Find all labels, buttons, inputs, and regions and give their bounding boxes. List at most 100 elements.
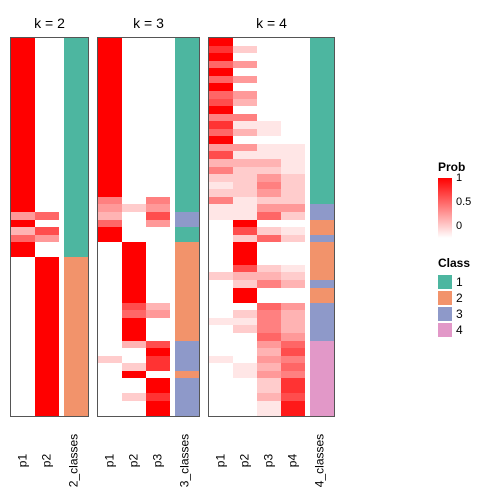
class-cell bbox=[175, 159, 199, 167]
heatmap-cell bbox=[122, 68, 146, 76]
class-cell bbox=[64, 144, 88, 152]
heatmap-cell bbox=[122, 197, 146, 205]
heatmap-cell bbox=[98, 242, 122, 250]
heatmap-cell bbox=[209, 401, 233, 409]
heatmap-cell bbox=[281, 257, 305, 265]
heatmap-cell bbox=[233, 212, 257, 220]
heatmap-cell bbox=[122, 46, 146, 54]
heatmap-cell bbox=[35, 325, 59, 333]
heatmap-cell bbox=[146, 129, 170, 137]
heatmap-cell bbox=[146, 378, 170, 386]
class-cell bbox=[175, 295, 199, 303]
heatmap-cell bbox=[35, 129, 59, 137]
class-cell bbox=[175, 197, 199, 205]
heatmap-cell bbox=[35, 265, 59, 273]
heatmap-cell bbox=[146, 303, 170, 311]
prob-column bbox=[281, 38, 305, 416]
class-cell bbox=[310, 295, 334, 303]
heatmap-cell bbox=[11, 386, 35, 394]
heatmap-cell bbox=[281, 212, 305, 220]
class-cell bbox=[64, 220, 88, 228]
heatmap-cell bbox=[35, 303, 59, 311]
heatmap-cell bbox=[146, 167, 170, 175]
heatmap-cell bbox=[233, 204, 257, 212]
legend-class-item: 3 bbox=[438, 306, 498, 322]
heatmap-cell bbox=[122, 38, 146, 46]
heatmap-cell bbox=[11, 204, 35, 212]
class-cell bbox=[64, 295, 88, 303]
heatmap-cell bbox=[11, 280, 35, 288]
heatmap-cell bbox=[146, 250, 170, 258]
heatmap-cell bbox=[281, 136, 305, 144]
heatmap-cell bbox=[98, 189, 122, 197]
heatmap-cell bbox=[257, 378, 281, 386]
heatmap-cell bbox=[209, 220, 233, 228]
heatmap-cell bbox=[233, 318, 257, 326]
heatmap-cell bbox=[281, 144, 305, 152]
heatmap-cell bbox=[281, 303, 305, 311]
class-cell bbox=[175, 136, 199, 144]
heatmap-cell bbox=[122, 151, 146, 159]
heatmap-cell bbox=[209, 114, 233, 122]
heatmap-cell bbox=[11, 303, 35, 311]
heatmap-cell bbox=[146, 204, 170, 212]
class-cell bbox=[64, 341, 88, 349]
heatmap-cell bbox=[257, 363, 281, 371]
heatmap-cell bbox=[35, 144, 59, 152]
heatmap-cell bbox=[11, 242, 35, 250]
heatmap-cell bbox=[122, 272, 146, 280]
heatmap-cell bbox=[146, 356, 170, 364]
heatmap-cell bbox=[98, 114, 122, 122]
heatmap-cell bbox=[233, 409, 257, 417]
heatmap-cell bbox=[209, 333, 233, 341]
heatmap-cell bbox=[122, 333, 146, 341]
heatmap-cell bbox=[209, 378, 233, 386]
heatmap-cell bbox=[122, 348, 146, 356]
class-cell bbox=[310, 136, 334, 144]
heatmap-cell bbox=[98, 288, 122, 296]
class-cell bbox=[310, 182, 334, 190]
class-cell bbox=[310, 91, 334, 99]
heatmap-cell bbox=[233, 46, 257, 54]
class-cell bbox=[175, 409, 199, 417]
heatmap-cell bbox=[98, 378, 122, 386]
heatmap-cell bbox=[146, 288, 170, 296]
heatmap-cell bbox=[257, 280, 281, 288]
heatmap-cell bbox=[257, 129, 281, 137]
heatmap-cell bbox=[257, 295, 281, 303]
heatmap-cell bbox=[11, 174, 35, 182]
heatmap-cell bbox=[35, 91, 59, 99]
heatmap-cell bbox=[209, 38, 233, 46]
class-cell bbox=[64, 129, 88, 137]
heatmap-cell bbox=[209, 83, 233, 91]
heatmap-cell bbox=[35, 333, 59, 341]
heatmap-cell bbox=[11, 53, 35, 61]
heatmap-cell bbox=[209, 341, 233, 349]
heatmap-cell bbox=[209, 46, 233, 54]
heatmap-cell bbox=[233, 151, 257, 159]
heatmap-cell bbox=[209, 61, 233, 69]
class-cell bbox=[310, 99, 334, 107]
heatmap-cell bbox=[281, 189, 305, 197]
class-cell bbox=[175, 242, 199, 250]
heatmap-cell bbox=[209, 68, 233, 76]
heatmap-cell bbox=[209, 363, 233, 371]
class-column bbox=[175, 38, 199, 416]
heatmap-cell bbox=[11, 288, 35, 296]
heatmap-cell bbox=[146, 242, 170, 250]
class-cell bbox=[64, 265, 88, 273]
prob-column bbox=[98, 38, 122, 416]
class-cell bbox=[175, 38, 199, 46]
heatmap-cell bbox=[233, 220, 257, 228]
class-cell bbox=[310, 303, 334, 311]
class-cell bbox=[310, 393, 334, 401]
heatmap-cell bbox=[11, 265, 35, 273]
class-column bbox=[64, 38, 88, 416]
heatmap-cell bbox=[146, 174, 170, 182]
heatmap-cell bbox=[233, 182, 257, 190]
heatmap-cell bbox=[146, 121, 170, 129]
heatmap-cell bbox=[98, 235, 122, 243]
legend-prob: Prob 10.50 bbox=[438, 160, 498, 238]
heatmap-cell bbox=[35, 378, 59, 386]
heatmap-cell bbox=[98, 197, 122, 205]
